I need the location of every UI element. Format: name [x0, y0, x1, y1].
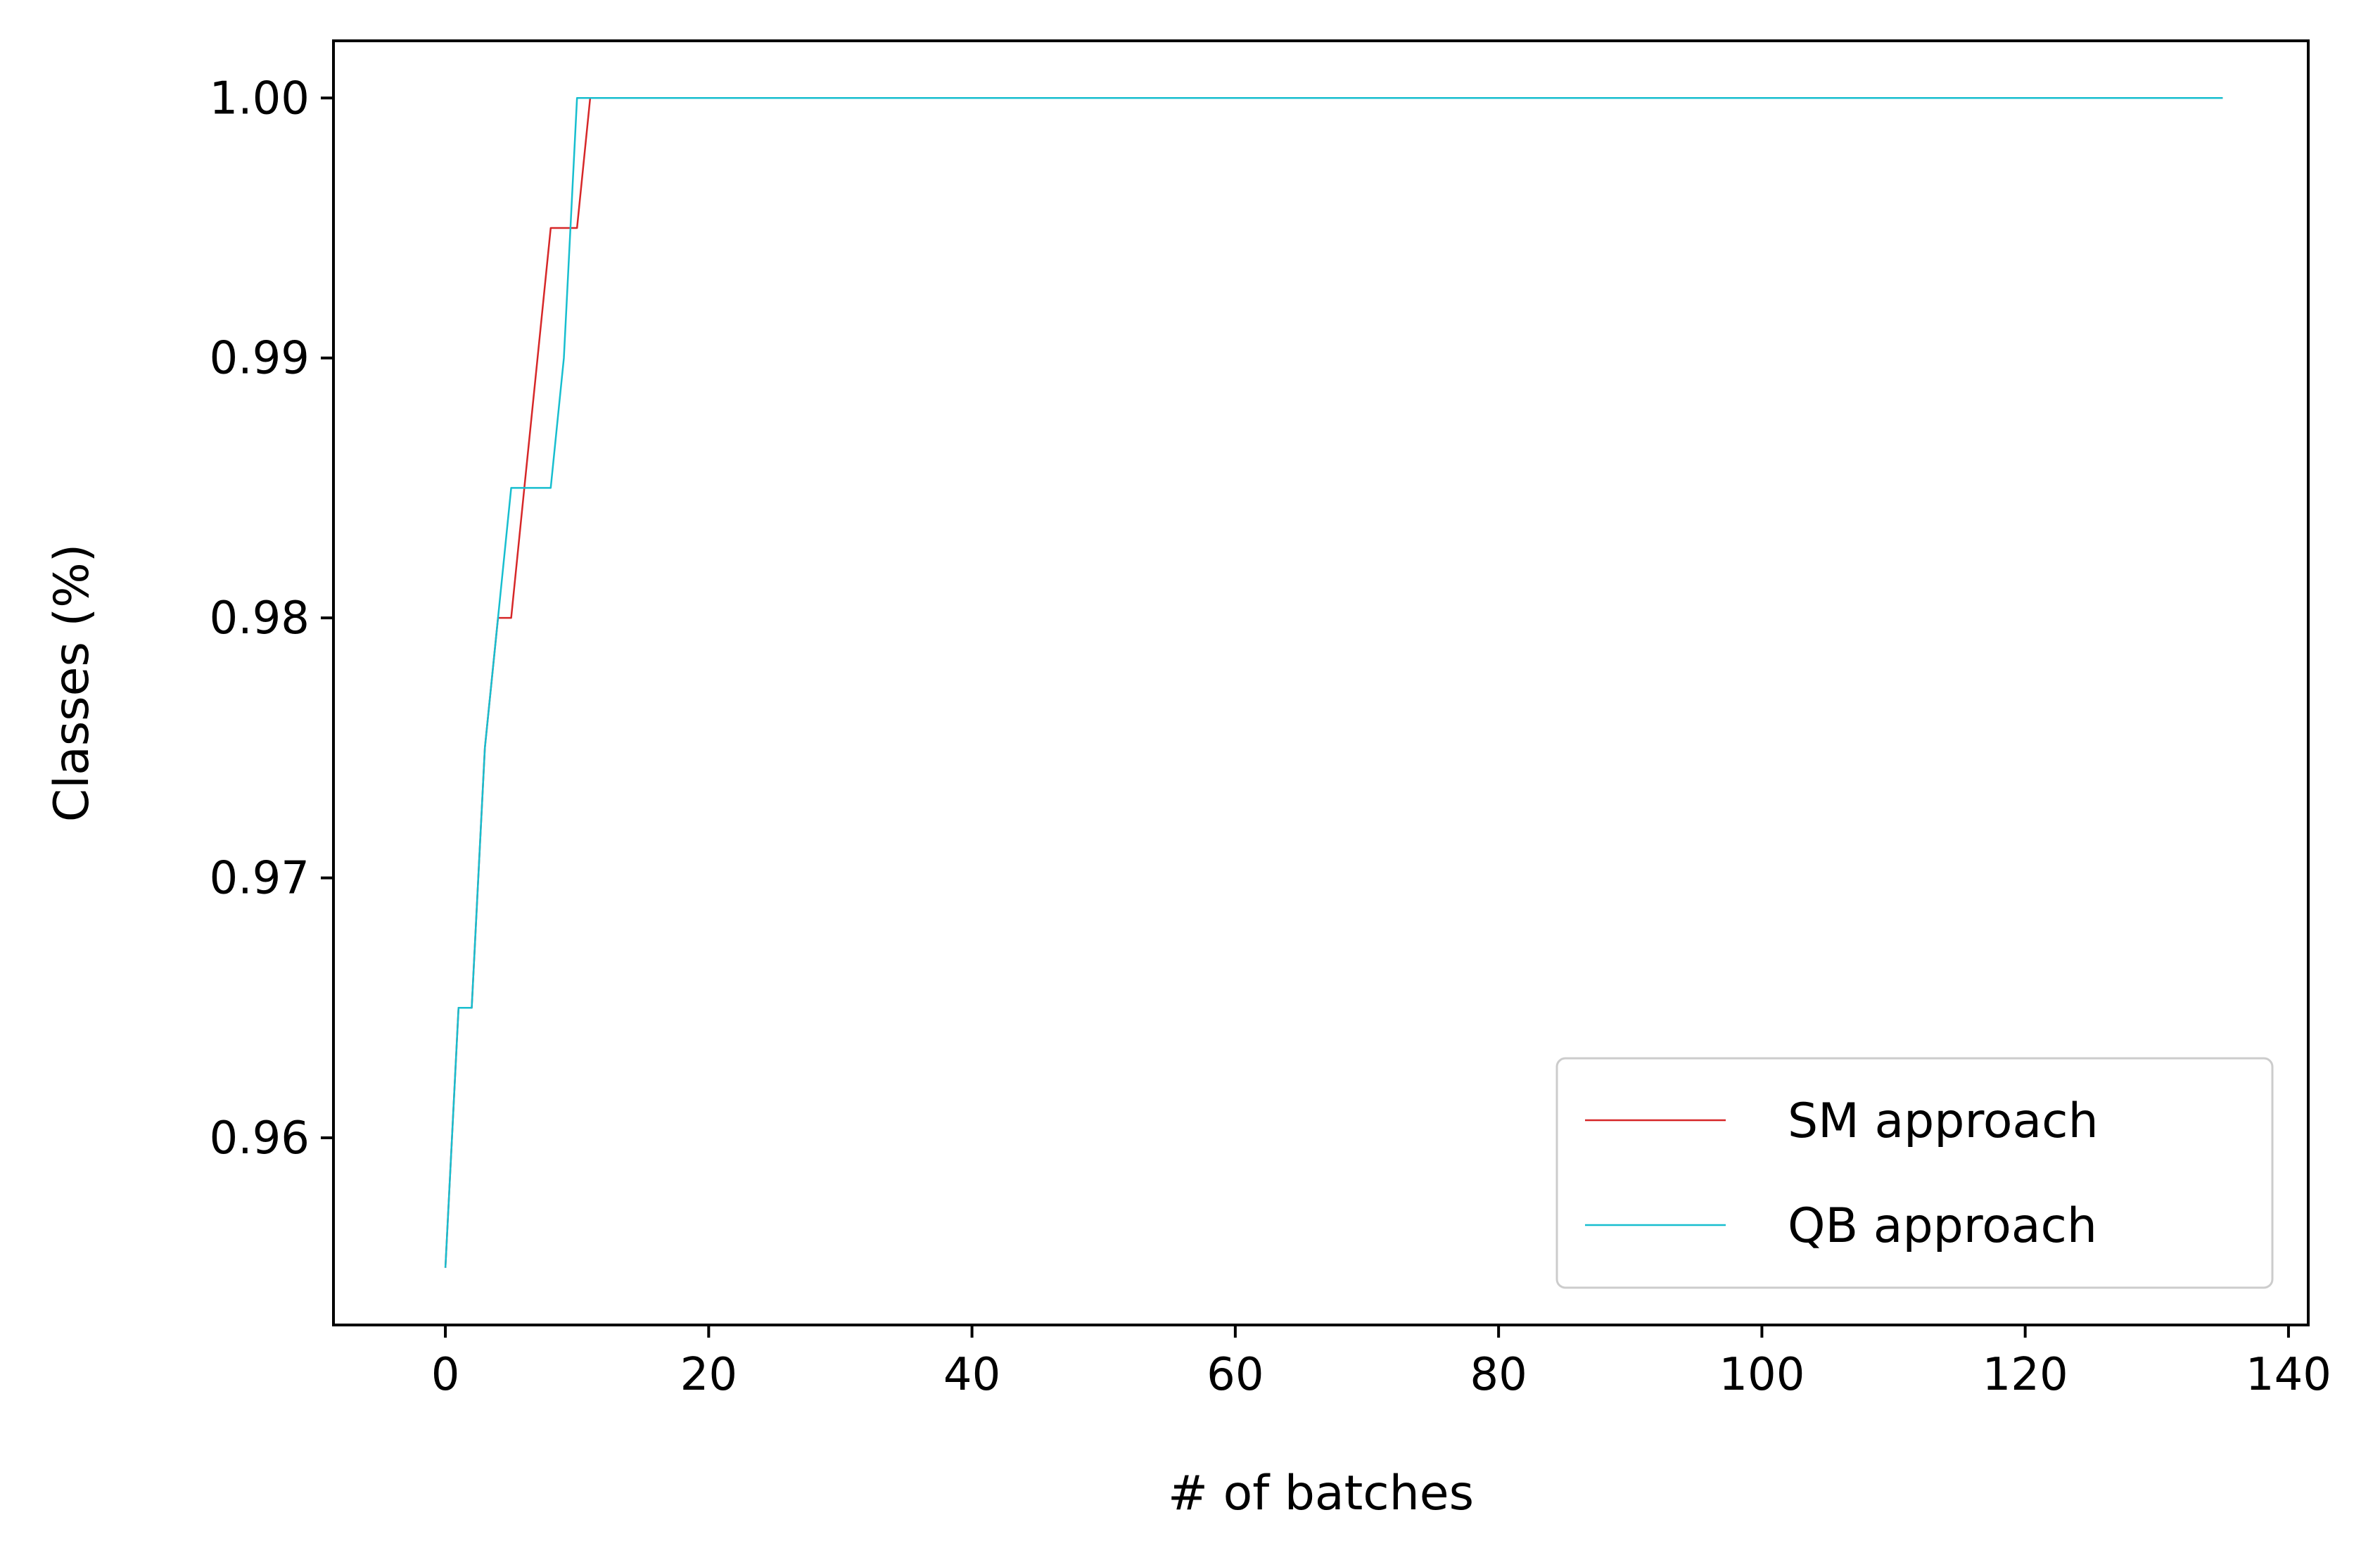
x-tick-label: 0	[431, 1349, 460, 1401]
x-axis-label: # of batches	[1168, 1466, 1474, 1521]
series-layer	[444, 97, 2223, 1268]
legend-box	[1555, 1057, 2274, 1289]
legend-label-qb-approach: QB approach	[1788, 1198, 2097, 1254]
x-tick-label: 120	[1983, 1349, 2068, 1401]
x-tick-label: 60	[1207, 1349, 1264, 1401]
legend: SM approach QB approach	[1555, 1057, 2274, 1289]
x-tick-label: 100	[1719, 1349, 1805, 1401]
y-tick-label: 0.98	[210, 592, 310, 645]
x-tick-label: 20	[680, 1349, 737, 1401]
x-tick-label: 40	[943, 1349, 1000, 1401]
y-tick-label: 1.00	[210, 72, 310, 125]
y-tick-label: 0.97	[210, 853, 310, 905]
x-axis: 0 20 40 60 80 100 120 140	[431, 1325, 2331, 1401]
x-tick-label: 140	[2246, 1349, 2331, 1401]
series-line-qb-approach	[444, 97, 2223, 1268]
y-axis-label: Classes (%)	[44, 544, 100, 822]
y-tick-label: 0.99	[210, 333, 310, 385]
legend-label-sm-approach: SM approach	[1788, 1093, 2099, 1149]
y-tick-label: 0.96	[210, 1112, 310, 1165]
y-axis: 0.96 0.97 0.98 0.99 1.00	[210, 72, 333, 1165]
plot-frame	[332, 39, 2310, 1326]
x-tick-label: 80	[1470, 1349, 1527, 1401]
